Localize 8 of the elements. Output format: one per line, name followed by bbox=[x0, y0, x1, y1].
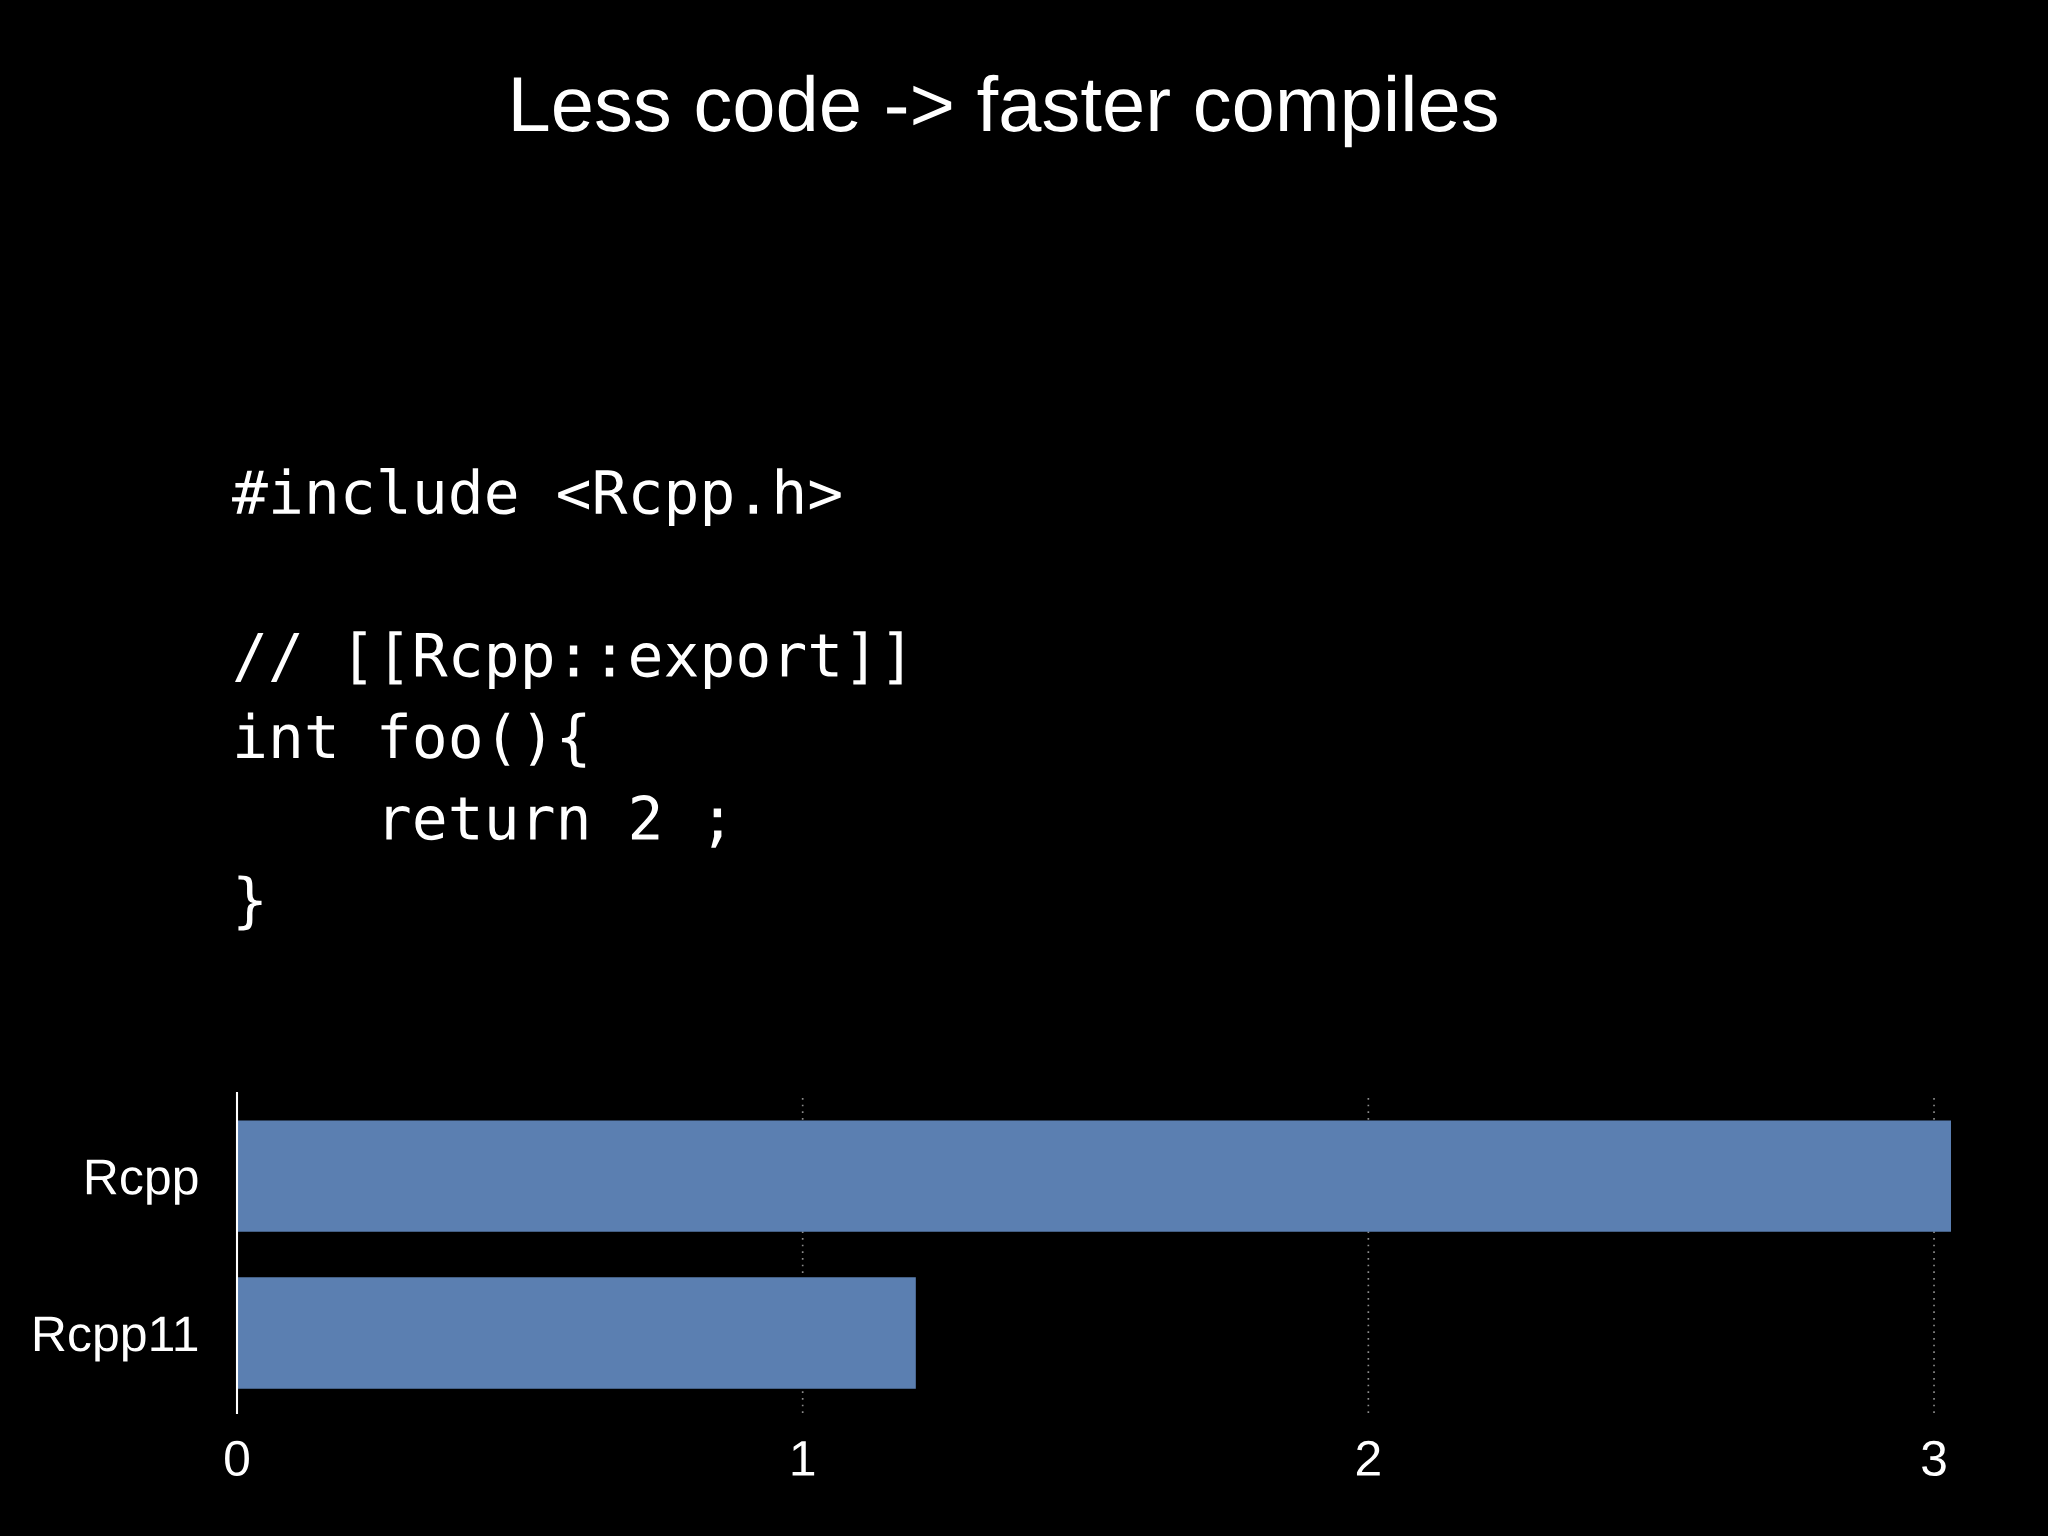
text: #include <Rcpp.h> // [[Rcpp::export]] int foo(){ return 2 ; } bbox=[232, 468, 902, 931]
x-tick-label: 2 bbox=[1356, 1440, 1380, 1476]
x-tick-label: 0 bbox=[225, 1440, 249, 1477]
y-tick-label: Rcpp11 bbox=[34, 1316, 198, 1362]
y-tick-label: Rcpp bbox=[86, 1159, 198, 1205]
x-tick-label: 3 bbox=[1922, 1440, 1946, 1477]
chart-title: Less code -> faster compiles bbox=[513, 74, 1497, 148]
x-tick-label: 1 bbox=[792, 1441, 815, 1476]
